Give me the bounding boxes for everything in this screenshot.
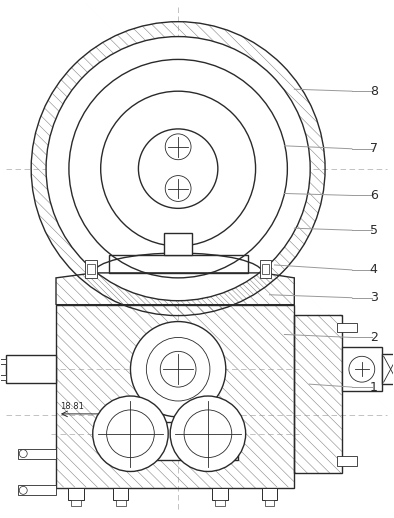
Circle shape <box>19 486 27 494</box>
Text: 6: 6 <box>370 189 378 202</box>
Bar <box>212 488 228 500</box>
Bar <box>6 355 56 383</box>
Text: 1: 1 <box>370 381 378 394</box>
Bar <box>215 500 225 506</box>
Bar <box>262 488 277 500</box>
Bar <box>113 488 128 500</box>
Text: 7: 7 <box>370 142 378 155</box>
Text: 3: 3 <box>370 291 378 304</box>
Bar <box>18 485 56 495</box>
Text: 18.81: 18.81 <box>60 402 84 411</box>
Bar <box>85 260 97 278</box>
Bar <box>0 375 6 380</box>
Text: 8: 8 <box>370 84 378 98</box>
Bar <box>164 233 192 255</box>
Circle shape <box>160 351 196 387</box>
Bar <box>260 260 271 278</box>
Bar <box>264 500 275 506</box>
Circle shape <box>165 176 191 202</box>
Bar <box>337 323 357 333</box>
Bar <box>262 264 269 274</box>
Bar <box>56 305 294 488</box>
Circle shape <box>93 396 168 471</box>
Circle shape <box>138 129 218 208</box>
Circle shape <box>130 322 226 417</box>
Bar <box>0 359 6 364</box>
Bar <box>337 456 357 466</box>
Bar <box>294 314 342 473</box>
Bar <box>109 255 248 273</box>
Bar <box>68 488 84 500</box>
Circle shape <box>101 91 256 246</box>
Bar <box>119 422 238 459</box>
Circle shape <box>165 134 191 160</box>
Circle shape <box>349 356 375 382</box>
Bar <box>71 500 81 506</box>
Bar <box>115 500 126 506</box>
Bar <box>87 264 95 274</box>
Text: 4: 4 <box>370 264 378 277</box>
Circle shape <box>170 396 245 471</box>
Bar <box>382 354 394 384</box>
Circle shape <box>46 37 310 301</box>
Text: 5: 5 <box>370 224 378 237</box>
Bar <box>342 348 382 391</box>
Text: 2: 2 <box>370 331 378 344</box>
Bar <box>18 449 56 458</box>
Circle shape <box>19 450 27 457</box>
